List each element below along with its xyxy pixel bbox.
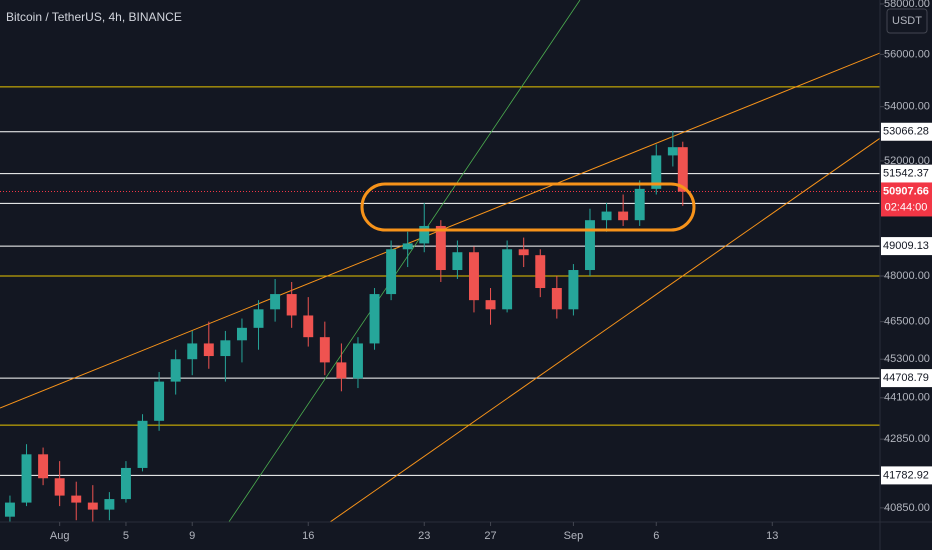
candle-body: [4, 502, 15, 517]
candle-body: [667, 147, 678, 156]
candle-body: [170, 359, 181, 382]
candle-body: [369, 294, 380, 344]
candle-body: [120, 467, 131, 500]
candle-body: [154, 381, 165, 421]
candle-body: [336, 362, 347, 379]
candle-body: [303, 315, 314, 338]
candle-body: [452, 252, 463, 271]
candle-body: [253, 309, 264, 328]
candle-body: [518, 249, 529, 256]
candle-body: [352, 343, 363, 379]
candle-body: [419, 225, 430, 244]
x-tick-label: 27: [484, 530, 496, 542]
x-tick-label: 23: [418, 530, 430, 542]
y-tick-label: 52000.00: [884, 155, 930, 167]
candle-body: [402, 243, 413, 250]
candle-body: [535, 255, 546, 289]
y-tick-label: 42850.00: [884, 433, 930, 445]
level-label-box: [881, 369, 932, 388]
candle-body: [634, 188, 645, 221]
level-label: 53066.28: [883, 126, 929, 138]
candle-body: [38, 454, 49, 479]
candle-body: [435, 225, 446, 271]
x-tick-label: Sep: [564, 530, 584, 542]
candle-body: [502, 249, 513, 310]
candle-body: [21, 454, 32, 503]
candle-body: [551, 288, 562, 310]
currency-label: USDT: [892, 15, 922, 27]
candle-body: [568, 270, 579, 310]
x-tick-label: 16: [302, 530, 314, 542]
candle-body: [54, 478, 65, 496]
y-tick-label: 46500.00: [884, 316, 930, 328]
candle-body: [137, 420, 148, 468]
candle-body: [220, 340, 231, 357]
candle-body: [203, 343, 214, 357]
last-price-box: [881, 182, 932, 217]
y-tick-label: 48000.00: [884, 270, 930, 282]
level-label-box: [881, 237, 932, 256]
x-tick-label: 5: [123, 530, 129, 542]
level-label-box: [881, 164, 932, 183]
x-tick-label: 13: [766, 530, 778, 542]
candle-body: [651, 155, 662, 189]
candle-body: [286, 294, 297, 316]
level-label: 49009.13: [883, 240, 929, 252]
chart-title: Bitcoin / TetherUS, 4h, BINANCE: [6, 10, 182, 24]
level-label: 41782.92: [883, 469, 929, 481]
candle-body: [677, 147, 688, 192]
candle-body: [71, 495, 82, 503]
highlight-ellipse: [360, 182, 696, 232]
level-label-box: [881, 122, 932, 141]
axes: 58000.00 56000.00 54000.00 52000.00 48000.00…: [50, 0, 932, 542]
candle-body: [618, 211, 629, 221]
candle-body: [270, 294, 281, 310]
candle-body: [485, 300, 496, 310]
y-tick-label: 45300.00: [884, 353, 930, 365]
level-label: 44708.79: [883, 372, 929, 384]
y-tick-label: 54000.00: [884, 101, 930, 113]
x-tick-label: Aug: [50, 530, 70, 542]
level-label-box: [881, 466, 932, 485]
countdown-label: 02:44:00: [885, 201, 928, 213]
y-tick-label: 40850.00: [884, 502, 930, 514]
candles: [4, 130, 688, 522]
lower-trend-line: [329, 137, 880, 522]
candle-body: [187, 343, 198, 360]
candle-body: [104, 499, 115, 510]
y-tick-label: 58000.00: [884, 0, 930, 10]
candle-body: [585, 220, 595, 271]
currency-box: [886, 8, 928, 34]
candle-body: [601, 211, 612, 221]
candle-body: [87, 502, 98, 510]
x-tick-label: 6: [653, 530, 659, 542]
x-tick-label: 9: [189, 530, 195, 542]
y-tick-label: 56000.00: [884, 48, 930, 60]
candle-body: [469, 252, 479, 301]
candle-body: [236, 327, 247, 341]
candle-body: [386, 249, 397, 295]
level-label: 51542.37: [883, 168, 929, 180]
y-tick-label: 44100.00: [884, 392, 930, 404]
upper-trend-line: [0, 52, 880, 409]
candle-body: [319, 337, 330, 363]
last-price-label: 50907.66: [883, 185, 929, 197]
